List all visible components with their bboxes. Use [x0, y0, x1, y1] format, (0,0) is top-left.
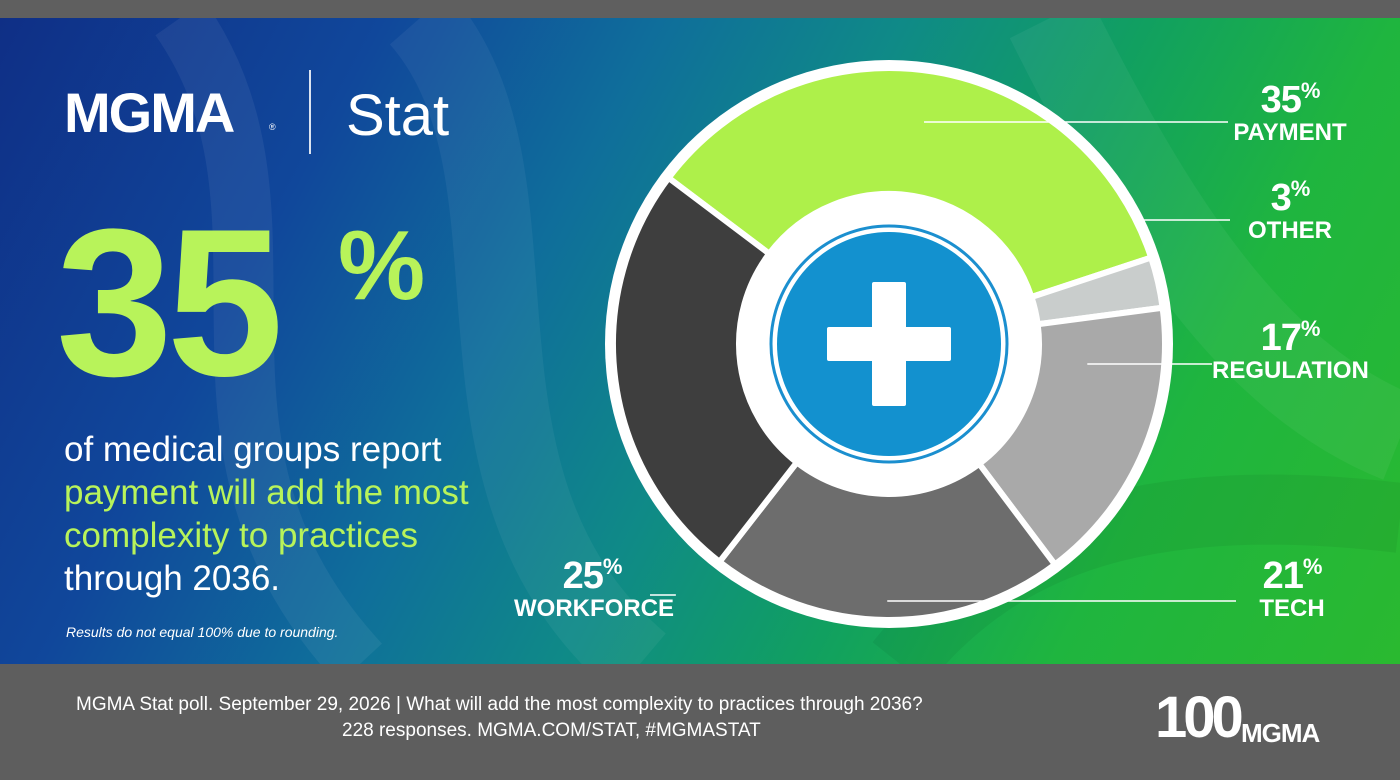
headline-description: of medical groups report payment will ad… [64, 428, 469, 600]
mgma-100-logo: 100 MGMA [1155, 685, 1320, 750]
label-other: 3% OTHER [1238, 170, 1342, 245]
headline-number: 35 [56, 185, 284, 420]
description-line-4: through 2036. [64, 559, 281, 598]
value-tech: 21 [1262, 555, 1304, 597]
value-payment: 35 [1260, 79, 1302, 121]
description-line-1: of medical groups report [64, 430, 442, 469]
footer-bar [0, 664, 1400, 780]
value-workforce: 25 [562, 555, 604, 597]
name-tech: TECH [1259, 595, 1325, 622]
plus-icon [827, 282, 951, 406]
pie-chart [605, 60, 1236, 628]
name-payment: PAYMENT [1233, 119, 1347, 146]
logo-100-text: MGMA [1241, 718, 1320, 748]
leader-lines [650, 121, 1236, 602]
headline-percent: % [338, 210, 426, 320]
name-workforce: WORKFORCE [514, 595, 674, 622]
name-regulation: REGULATION [1212, 357, 1369, 384]
label-workforce: 25% WORKFORCE [514, 554, 674, 622]
top-bar [0, 0, 1400, 18]
label-payment: 35% PAYMENT [1228, 72, 1352, 147]
logo-100-number: 100 [1155, 685, 1244, 750]
brand-product: Stat [346, 83, 450, 148]
brand-divider [309, 70, 311, 154]
value-regulation: 17 [1260, 317, 1302, 359]
description-line-3: complexity to practices [64, 516, 419, 555]
footer-responses: 228 responses. MGMA.COM/STAT, #MGMASTAT [342, 720, 761, 741]
name-other: OTHER [1248, 217, 1332, 244]
description-line-2: payment will add the most [64, 473, 469, 512]
pie-slices [605, 60, 1173, 628]
pie-slice-workforce [610, 173, 802, 567]
pie-slice-regulation [974, 304, 1168, 569]
rounding-note: Results do not equal 100% due to roundin… [66, 624, 339, 640]
value-other: 3 [1270, 177, 1292, 219]
pie-slice-tech [715, 458, 1060, 623]
pie-slice-payment [664, 65, 1155, 301]
registered-mark: ® [269, 122, 276, 132]
label-regulation: 17% REGULATION [1212, 316, 1369, 384]
mgma-logo: MGMA [64, 81, 235, 144]
label-tech: 21% TECH [1240, 548, 1344, 623]
footer-source: MGMA Stat poll. September 29, 2026 | Wha… [76, 694, 923, 715]
hero-panel [0, 18, 1400, 664]
